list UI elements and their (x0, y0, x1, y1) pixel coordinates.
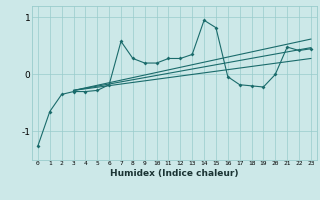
X-axis label: Humidex (Indice chaleur): Humidex (Indice chaleur) (110, 169, 239, 178)
